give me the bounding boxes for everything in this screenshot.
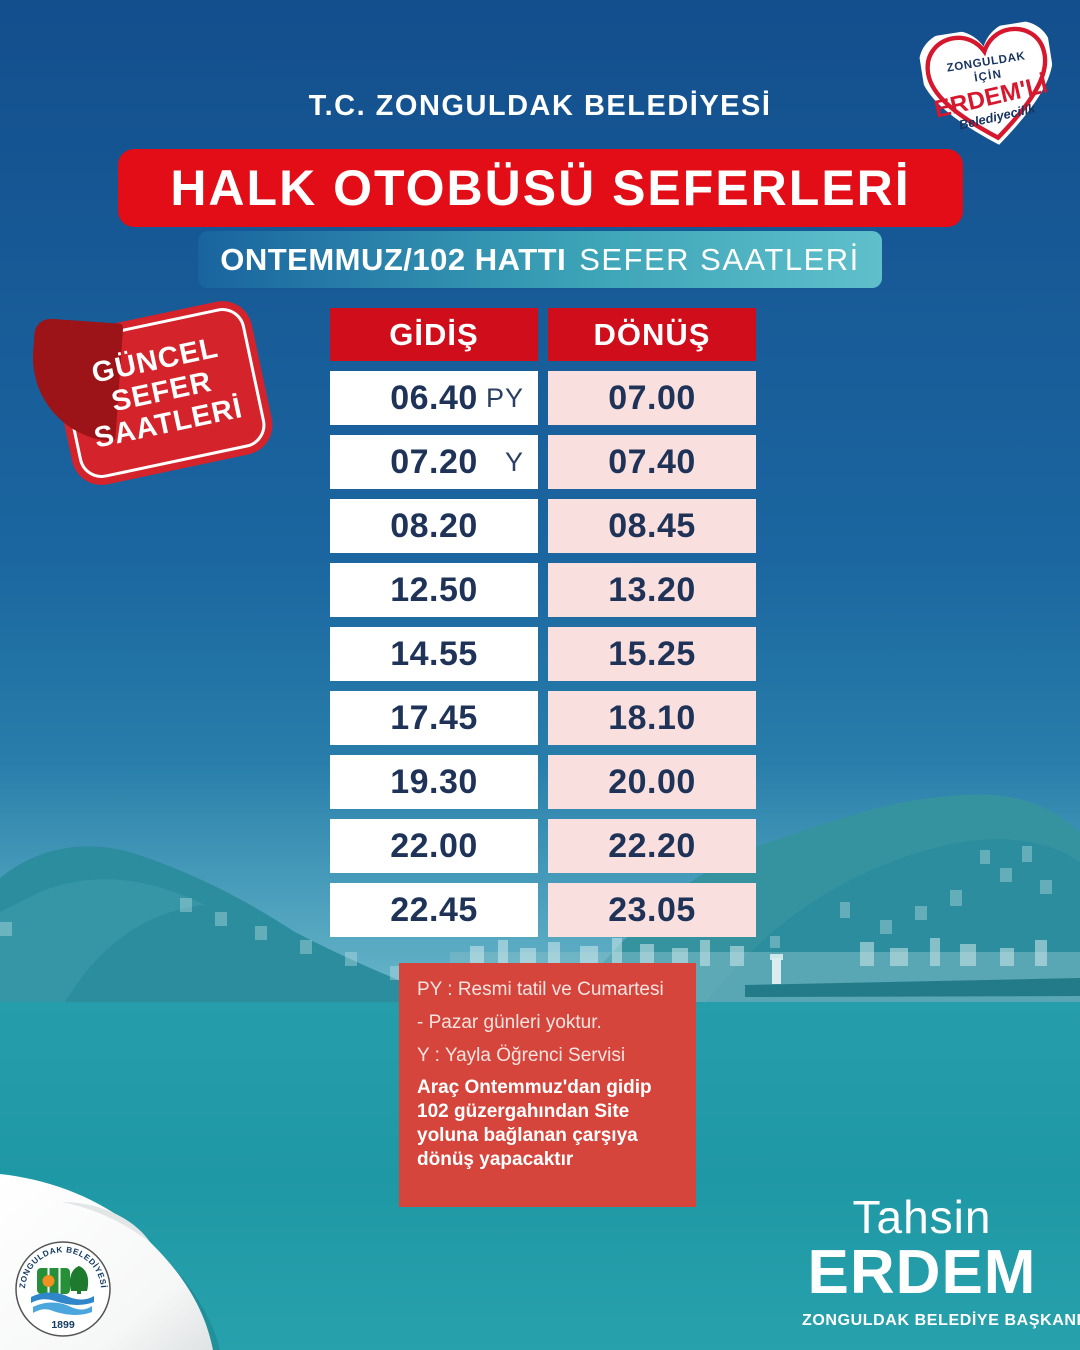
route-name: ONTEMMUZ/102 HATTI xyxy=(220,241,567,277)
gidis-cell: 22.45 xyxy=(330,883,538,937)
mayor-first-name: Tahsin xyxy=(852,1191,992,1243)
gidis-time: 12.50 xyxy=(390,570,478,609)
donus-cell: 07.40 xyxy=(548,435,756,489)
legend-note-box: PY : Resmi tatil ve Cumartesi - Pazar gü… xyxy=(399,963,696,1208)
column-header-gidis: GİDİŞ xyxy=(330,308,538,361)
gidis-cell: 19.30 xyxy=(330,755,538,809)
donus-cell: 22.20 xyxy=(548,819,756,873)
gidis-cell: 08.20 xyxy=(330,499,538,553)
main-title-banner: HALK OTOBÜSÜ SEFERLERİ xyxy=(118,149,963,227)
main-title: HALK OTOBÜSÜ SEFERLERİ xyxy=(170,160,911,216)
agency-title: T.C. ZONGULDAK BELEDİYESİ xyxy=(308,90,772,122)
donus-cell: 20.00 xyxy=(548,755,756,809)
mayor-signature: Tahsin ERDEM ZONGULDAK BELEDİYE BAŞKANI xyxy=(802,1191,1080,1330)
route-subtitle-banner: ONTEMMUZ/102 HATTI SEFER SAATLERİ xyxy=(198,231,882,288)
donus-time: 18.10 xyxy=(608,698,696,737)
gidis-time: 22.45 xyxy=(390,890,478,929)
seal-waves-icon xyxy=(31,1292,94,1315)
gidis-note-label: Y xyxy=(504,446,524,477)
gidis-cell: 14.55 xyxy=(330,627,538,681)
gidis-cell: 22.00 xyxy=(330,819,538,873)
column-header-donus: DÖNÜŞ xyxy=(548,308,756,361)
donus-cell: 18.10 xyxy=(548,691,756,745)
donus-time: 23.05 xyxy=(608,890,696,929)
note-route-detail: Araç Ontemmuz'dan gidip 102 güzergahında… xyxy=(417,1077,652,1170)
heart-icon xyxy=(918,20,1053,145)
gidis-cell: 06.40 PY xyxy=(330,371,538,425)
donus-time: 15.25 xyxy=(608,634,696,673)
donus-time: 07.00 xyxy=(608,378,696,417)
donus-cell: 23.05 xyxy=(548,883,756,937)
note-py-line2: - Pazar günleri yoktur. xyxy=(417,1011,602,1033)
sticker-icin-label: İÇİN xyxy=(973,67,1003,84)
gidis-time: 07.20 xyxy=(390,442,478,481)
donus-cell: 07.00 xyxy=(548,371,756,425)
donus-time: 13.20 xyxy=(608,570,696,609)
gidis-note-label: PY xyxy=(485,382,524,413)
gidis-time: 19.30 xyxy=(390,762,478,801)
seal-trees-icon xyxy=(37,1266,89,1294)
gidis-time: 17.45 xyxy=(390,698,478,737)
erdemli-heart-logo: ZONGULDAK İÇİN ERDEM'Lİ Belediyecilik xyxy=(918,20,1053,145)
note-y-line: Y : Yayla Öğrenci Servisi xyxy=(417,1044,626,1066)
donus-time: 08.45 xyxy=(608,506,696,545)
seal-year: 1899 xyxy=(51,1319,75,1331)
mayor-title: ZONGULDAK BELEDİYE BAŞKANI xyxy=(802,1312,1080,1329)
donus-cell: 15.25 xyxy=(548,627,756,681)
donus-cell: 13.20 xyxy=(548,563,756,617)
gidis-time: 06.40 xyxy=(390,378,478,417)
gidis-time: 14.55 xyxy=(390,634,478,673)
donus-cell: 08.45 xyxy=(548,499,756,553)
municipality-seal: ZONGULDAK BELEDİYESİ 1899 xyxy=(15,1241,111,1337)
route-subtitle: SEFER SAATLERİ xyxy=(579,241,860,277)
gidis-time: 08.20 xyxy=(390,506,478,545)
mayor-last-name: ERDEM xyxy=(807,1238,1037,1307)
gidis-cell: 17.45 xyxy=(330,691,538,745)
gidis-time: 22.00 xyxy=(390,826,478,865)
gidis-cell: 12.50 xyxy=(330,563,538,617)
gidis-cell: 07.20 Y xyxy=(330,435,538,489)
schedule-table: GİDİŞ DÖNÜŞ 06.40 PY 07.00 07.20 Y 07.40… xyxy=(330,308,756,937)
donus-time: 07.40 xyxy=(608,442,696,481)
note-py-line1: PY : Resmi tatil ve Cumartesi xyxy=(417,979,664,1000)
donus-time: 20.00 xyxy=(608,762,696,801)
donus-time: 22.20 xyxy=(608,826,696,865)
